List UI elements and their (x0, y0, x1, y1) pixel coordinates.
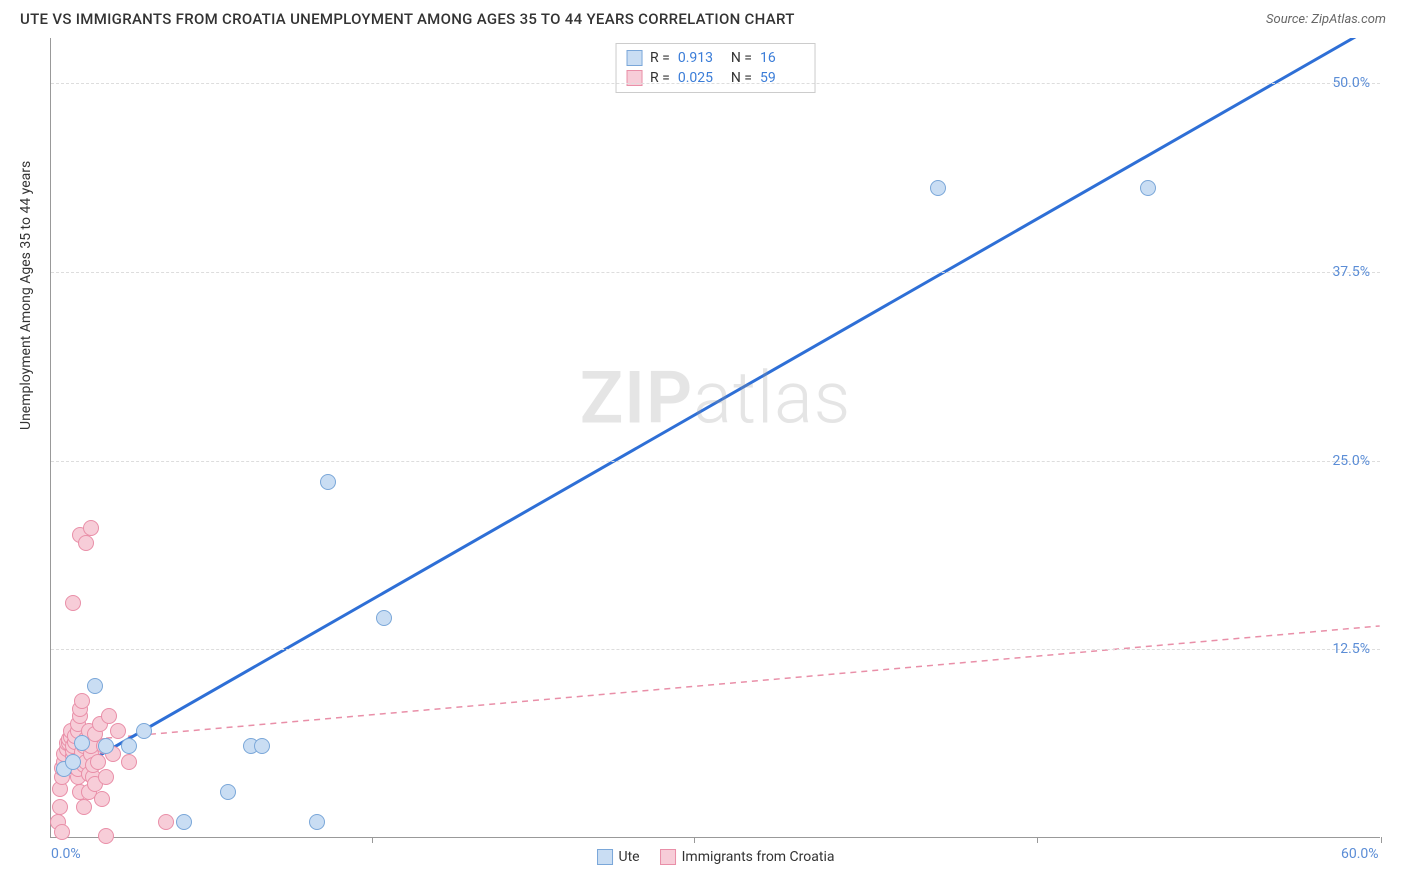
gridline (51, 272, 1380, 273)
legend-label: Immigrants from Croatia (682, 849, 835, 865)
data-point (65, 595, 81, 611)
data-point (83, 520, 99, 536)
legend-stat-row: R = 0.913 N = 16 (626, 48, 805, 68)
data-point (74, 693, 90, 709)
legend-item: Ute (597, 849, 640, 865)
data-point (87, 678, 103, 694)
correlation-legend: R = 0.913 N = 16 R =0.025N =59 (615, 43, 816, 93)
data-point (101, 708, 117, 724)
n-label: N = (731, 50, 752, 66)
legend-swatch (626, 50, 642, 66)
data-point (110, 723, 126, 739)
data-point (176, 814, 192, 830)
x-tick (694, 837, 695, 843)
data-point (98, 828, 114, 844)
y-axis-label: Unemployment Among Ages 35 to 44 years (18, 161, 34, 430)
r-label: R = (650, 50, 670, 66)
data-point (78, 535, 94, 551)
legend-item: Immigrants from Croatia (660, 849, 835, 865)
chart-title: UTE VS IMMIGRANTS FROM CROATIA UNEMPLOYM… (20, 10, 795, 28)
gridline (51, 461, 1380, 462)
y-tick-label: 37.5% (1332, 264, 1370, 280)
data-point (121, 754, 137, 770)
x-tick-label: 60.0% (1341, 846, 1379, 862)
trend-line (62, 626, 1379, 742)
data-point (52, 799, 68, 815)
data-point (94, 791, 110, 807)
data-point (1140, 180, 1156, 196)
gridline (51, 649, 1380, 650)
data-point (930, 180, 946, 196)
data-point (98, 738, 114, 754)
data-point (158, 814, 174, 830)
data-point (320, 474, 336, 490)
data-point (76, 799, 92, 815)
data-point (376, 610, 392, 626)
source-label: Source: ZipAtlas.com (1266, 12, 1386, 27)
data-point (74, 735, 90, 751)
legend-swatch (597, 849, 613, 865)
trend-lines-layer (51, 38, 1380, 837)
legend-label: Ute (619, 849, 640, 865)
y-tick-label: 50.0% (1332, 75, 1370, 91)
scatter-chart: ZIPatlas R =0.913N =16R =0.025N =59 UteI… (50, 38, 1380, 838)
data-point (121, 738, 137, 754)
watermark: ZIPatlas (580, 355, 852, 440)
legend-swatch (660, 849, 676, 865)
data-point (54, 824, 70, 840)
x-tick (372, 837, 373, 843)
y-tick-label: 12.5% (1332, 641, 1370, 657)
x-tick (1037, 837, 1038, 843)
n-value: 16 (760, 50, 805, 66)
x-tick (1381, 837, 1382, 843)
legend-stat-row: R =0.025N =59 (626, 68, 805, 88)
data-point (136, 723, 152, 739)
trend-line (62, 38, 1379, 777)
gridline (51, 83, 1380, 84)
y-tick-label: 25.0% (1332, 453, 1370, 469)
data-point (98, 769, 114, 785)
data-point (65, 754, 81, 770)
data-point (309, 814, 325, 830)
data-point (254, 738, 270, 754)
series-legend: Ute Immigrants from Croatia (597, 849, 835, 865)
r-value: 0.913 (678, 50, 723, 66)
data-point (220, 784, 236, 800)
data-point (90, 754, 106, 770)
x-tick-label: 0.0% (51, 846, 81, 862)
